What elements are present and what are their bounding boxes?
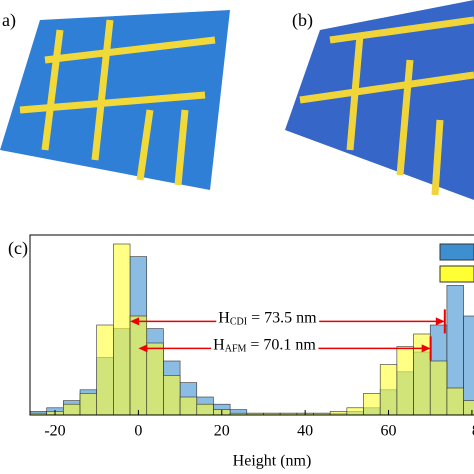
arrow-head	[421, 344, 431, 353]
bar	[113, 243, 131, 416]
bar	[163, 375, 181, 416]
bar	[196, 403, 214, 416]
label-bg	[211, 336, 319, 355]
bar	[129, 315, 148, 416]
annotation-part: H	[218, 309, 230, 326]
bar	[363, 393, 381, 416]
bar	[446, 387, 464, 416]
annotation-part: CDI	[230, 317, 247, 328]
annotation-part: = 70.1 nm	[246, 336, 316, 353]
bar	[346, 407, 364, 416]
label-bg	[216, 309, 320, 328]
panel-label: a)	[2, 10, 16, 31]
render-a	[0, 10, 230, 190]
bar	[63, 403, 81, 416]
bar	[396, 346, 414, 416]
x-tick-label: 60	[381, 423, 397, 440]
x-axis-label: Height (nm)	[233, 453, 312, 470]
bar	[463, 315, 474, 416]
annotation-part: H	[213, 336, 225, 353]
x-tick-label: 80	[472, 423, 474, 440]
x-tick-label: 20	[214, 423, 230, 440]
arrow-head	[130, 317, 140, 326]
panel-label: (b)	[292, 10, 313, 31]
bar	[146, 342, 164, 416]
bar	[463, 400, 474, 416]
bar	[179, 396, 198, 416]
legend-swatch	[439, 265, 474, 283]
annotation: HAFM = 70.1 nm	[213, 336, 316, 355]
x-tick-label: -20	[44, 423, 65, 440]
arrow-head	[138, 344, 148, 353]
x-tick-label: 0	[134, 423, 142, 440]
bar	[429, 360, 448, 416]
panel-label: (c)	[8, 238, 28, 259]
x-tick-label: 40	[297, 423, 313, 440]
bar	[379, 364, 398, 416]
annotation-part: = 73.5 nm	[247, 309, 317, 326]
bar	[96, 324, 114, 416]
bar	[329, 411, 348, 416]
annotation: HCDI = 73.5 nm	[218, 309, 317, 328]
bar	[79, 393, 98, 416]
render-b	[285, 0, 474, 200]
legend-swatch	[439, 243, 474, 261]
plot-frame	[29, 234, 474, 416]
arrow-head	[435, 317, 445, 326]
annotation-part: AFM	[225, 344, 247, 355]
